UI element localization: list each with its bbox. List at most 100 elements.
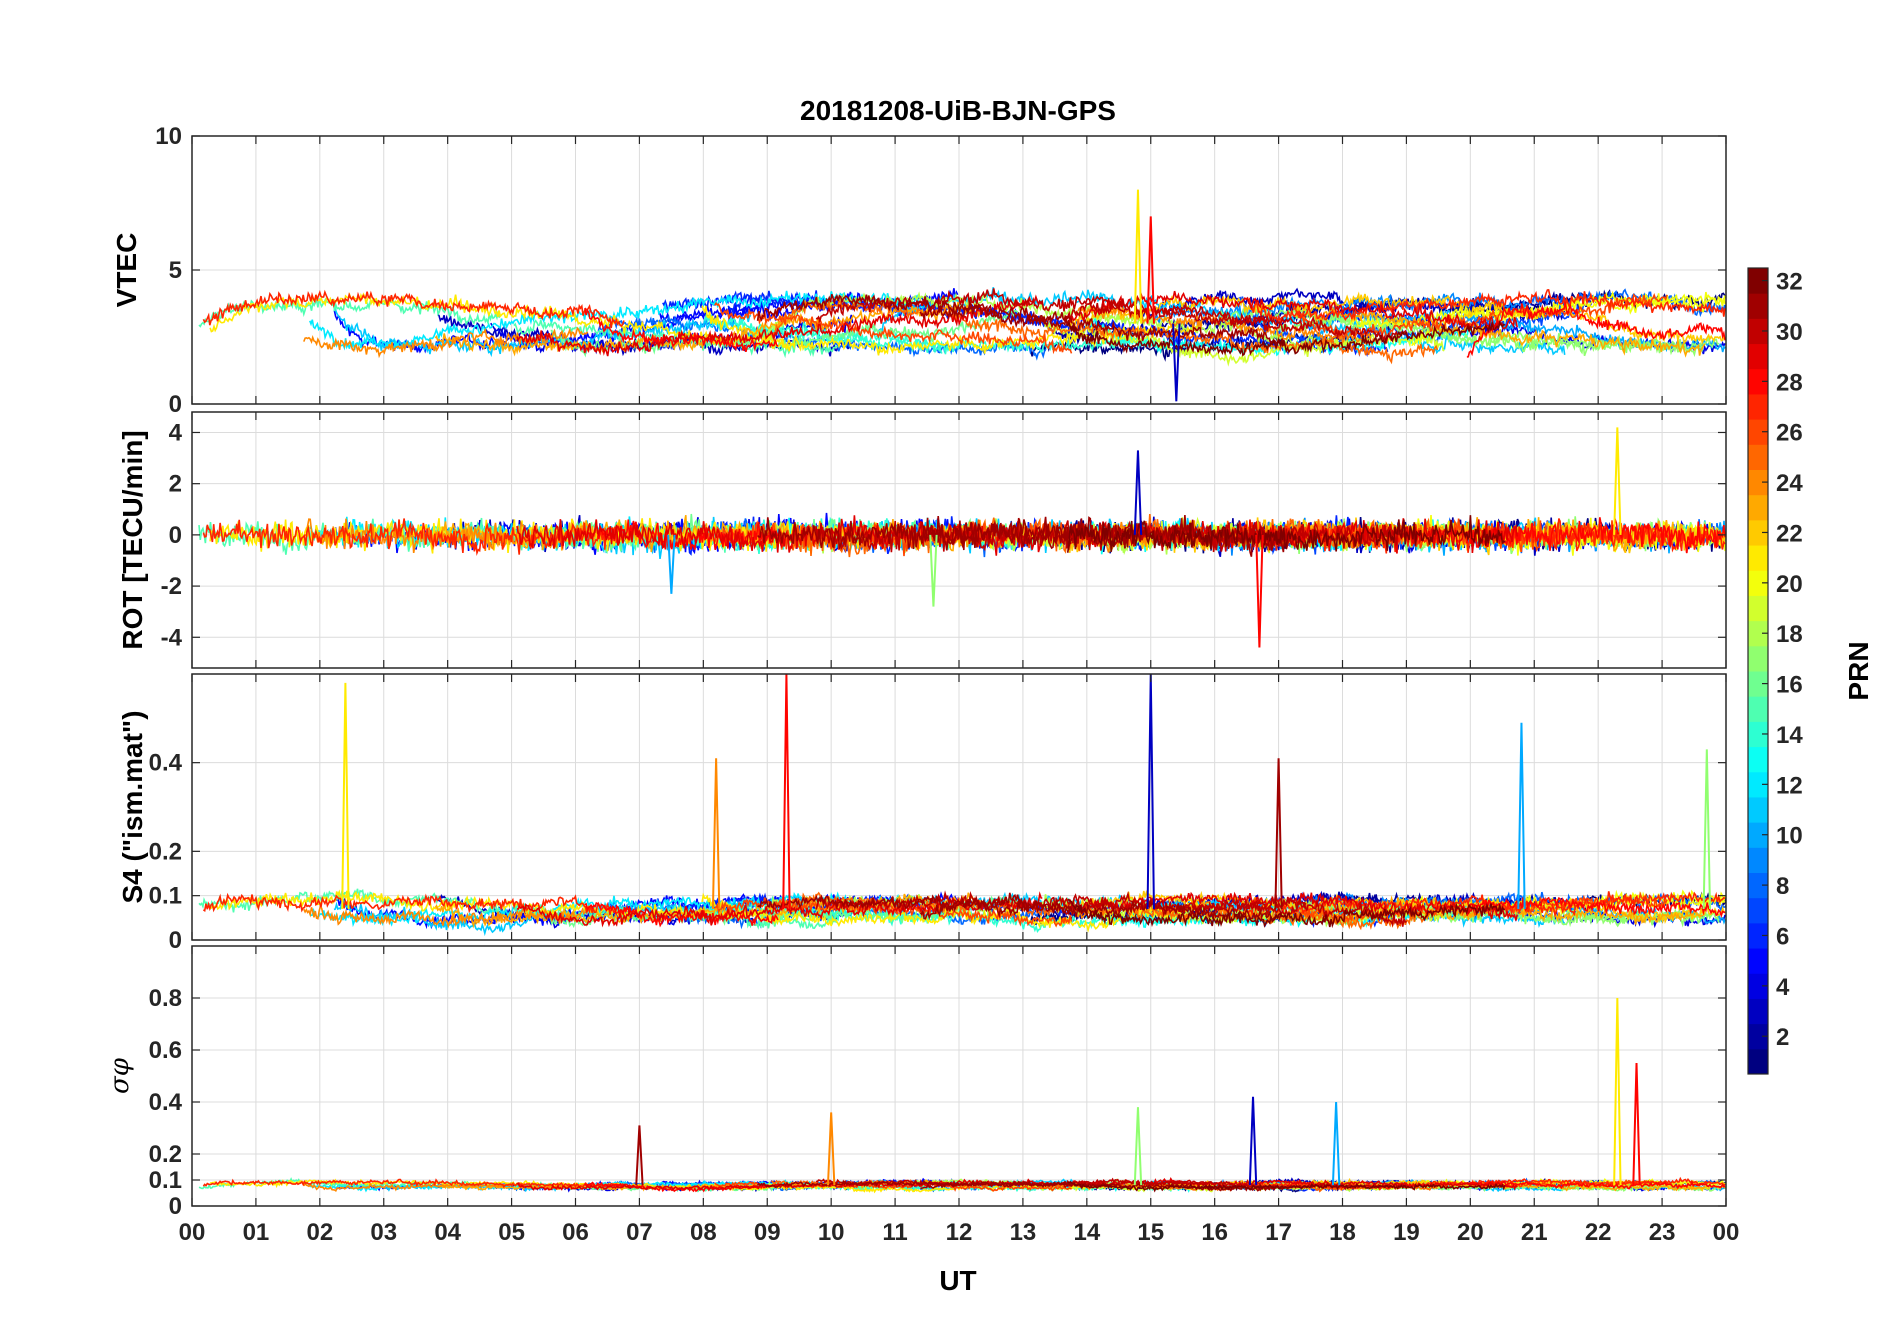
y-tick-label: 0.2	[149, 1141, 182, 1168]
satellite-series-prn-31	[757, 517, 1073, 551]
panel-rot: -4 -2 0 2 4 ROT [TECU/min]	[117, 411, 1727, 669]
x-tick-label: 20	[1457, 1219, 1484, 1246]
series-group	[198, 189, 1726, 402]
spike-mark	[1146, 674, 1155, 909]
y-axis-label: S4 ("ism.mat")	[117, 710, 148, 903]
chart-title: 20181208-UiB-BJN-GPS	[800, 95, 1116, 126]
satellite-series-prn-31	[919, 303, 1286, 349]
colorbar-swatch	[1748, 494, 1768, 521]
colorbar-swatch	[1748, 746, 1768, 773]
x-axis-label: UT	[939, 1265, 976, 1296]
satellite-series-prn-29	[516, 891, 1043, 928]
satellite-series-prn-7	[1239, 296, 1585, 348]
colorbar-swatch	[1748, 847, 1768, 873]
x-tick-label: 07	[626, 1219, 653, 1246]
colorbar-tick-label: 2	[1776, 1024, 1789, 1051]
colorbar-tick-label: 24	[1776, 470, 1803, 497]
x-tick-label: 04	[434, 1219, 461, 1246]
colorbar-swatch	[1748, 771, 1768, 798]
x-tick-label: 18	[1329, 1219, 1356, 1246]
satellite-series-prn-29	[516, 515, 1043, 556]
x-tick-label: 01	[243, 1219, 270, 1246]
colorbar-swatch	[1748, 444, 1768, 470]
x-tick-label: 03	[370, 1219, 397, 1246]
colorbar-label: PRN	[1843, 641, 1874, 700]
x-axis: 00 01 02 03 04 05 06 07 08 09 10 11 12 13 14 15 16 17 18 19…	[179, 1219, 1740, 1246]
satellite-series-prn-32	[1067, 898, 1506, 929]
y-tick-label: -2	[161, 573, 182, 600]
satellite-series-prn-27	[1248, 1176, 1726, 1191]
colorbar-swatch	[1748, 620, 1768, 647]
y-tick-label: 10	[155, 123, 182, 150]
spike-mark	[1632, 1062, 1641, 1186]
panel-s4: 0 0.1 0.2 0.4S4 ("ism.mat")	[117, 673, 1727, 954]
y-tick-label: 0.4	[149, 750, 183, 777]
y-tick-label: 0.6	[149, 1037, 182, 1064]
spike-mark	[635, 1125, 644, 1186]
spike-mark	[341, 682, 350, 909]
satellite-series-prn-29	[1067, 290, 1518, 331]
x-tick-label: 14	[1073, 1219, 1100, 1246]
x-tick-label: 17	[1265, 1219, 1292, 1246]
x-tick-label: 15	[1137, 1219, 1164, 1246]
spike-mark	[1133, 1107, 1143, 1186]
satellite-series-prn-29	[516, 294, 1043, 357]
x-tick-label: 09	[754, 1219, 781, 1246]
x-tick-label: 05	[498, 1219, 525, 1246]
colorbar-tick-label: 4	[1776, 974, 1790, 1001]
x-tick-label: 00	[1713, 1219, 1740, 1246]
spike-mark	[1133, 450, 1143, 535]
y-axis-label: VTEC	[111, 233, 142, 308]
spike-mark	[1613, 997, 1622, 1186]
satellite-series-prn-30	[1063, 301, 1306, 333]
spike-mark	[711, 758, 721, 909]
spike-mark	[1255, 534, 1264, 648]
spike-mark	[1702, 749, 1712, 909]
x-tick-label: 11	[882, 1219, 907, 1246]
y-tick-label: 0	[169, 522, 182, 549]
colorbar-tick-label: 16	[1776, 672, 1803, 699]
y-axis-label: ROT [TECU/min]	[117, 430, 148, 649]
x-tick-label: 00	[179, 1219, 206, 1246]
colorbar-swatch	[1748, 519, 1768, 546]
colorbar-swatch	[1748, 393, 1768, 420]
panel-sigma-phi: 00.10.2 0.4 0.6 0.8 σφ	[105, 945, 1727, 1220]
satellite-series-prn-27	[202, 1178, 625, 1189]
colorbar-swatch	[1748, 671, 1768, 697]
satellite-series-prn-28	[1466, 516, 1726, 554]
colorbar-swatch	[1748, 998, 1768, 1025]
colorbar-swatch	[1748, 721, 1768, 748]
panel-vtec: 0 5 10 VTEC	[111, 123, 1727, 418]
spike-mark	[1133, 189, 1143, 324]
satellite-series-prn-31	[756, 294, 1073, 327]
colorbar-tick-label: 8	[1776, 873, 1789, 900]
x-tick-label: 02	[306, 1219, 333, 1246]
colorbar-swatch	[1748, 872, 1768, 899]
spike-mark	[1274, 758, 1283, 909]
satellite-series-prn-26	[714, 897, 1073, 928]
y-tick-label: 0	[169, 1193, 182, 1220]
y-tick-label: 0.8	[149, 985, 182, 1012]
series-group	[198, 997, 1726, 1194]
spike-mark	[826, 1112, 836, 1186]
satellite-series-prn-28	[1466, 896, 1726, 919]
series-group	[198, 674, 1726, 937]
colorbar-swatch	[1748, 469, 1768, 496]
y-tick-label: 0.2	[149, 838, 182, 865]
x-tick-label: 23	[1649, 1219, 1676, 1246]
y-tick-label: 0.4	[149, 1089, 183, 1116]
colorbar-tick-label: 18	[1776, 621, 1803, 648]
colorbar-tick-label: 14	[1776, 722, 1803, 749]
spike-mark	[1517, 722, 1526, 909]
y-tick-label: 4	[169, 419, 183, 446]
colorbar-swatch	[1748, 1023, 1768, 1050]
colorbar-tick-label: 6	[1776, 923, 1789, 950]
satellite-series-prn-26	[714, 301, 1073, 355]
colorbar-swatch	[1748, 419, 1768, 445]
colorbar-tick-label: 30	[1776, 319, 1803, 346]
series-group	[198, 427, 1726, 648]
colorbar-tick-label: 20	[1776, 571, 1803, 598]
x-tick-label: 12	[946, 1219, 973, 1246]
satellite-series-prn-27	[202, 289, 625, 329]
